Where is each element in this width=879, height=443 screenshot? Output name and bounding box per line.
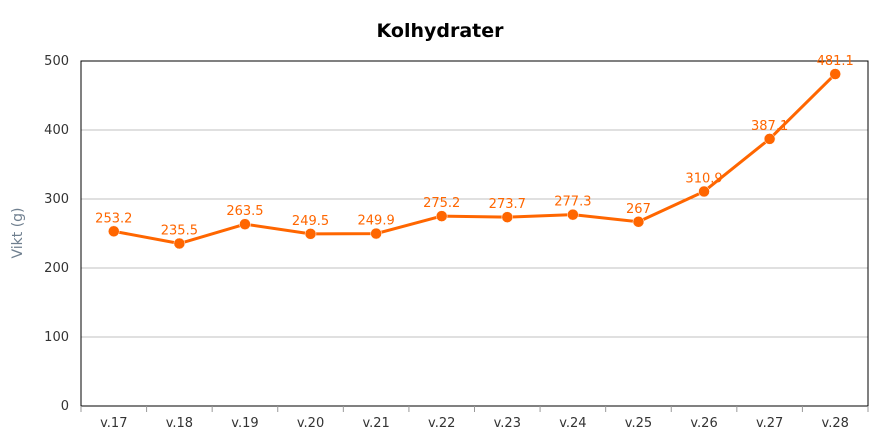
y-tick-label: 500 xyxy=(44,54,69,69)
data-point xyxy=(173,237,186,250)
data-label: 253.2 xyxy=(95,211,132,226)
x-tick-label: v.17 xyxy=(100,416,127,431)
axes xyxy=(80,60,869,412)
data-labels: 253.2 235.5 263.5 249.5 249.9 275.2 273.7 277.3… xyxy=(95,54,854,238)
data-label: 263.5 xyxy=(226,204,263,219)
data-label: 273.7 xyxy=(489,197,526,212)
gridlines xyxy=(81,60,868,338)
x-tick-label: v.21 xyxy=(362,416,389,431)
x-tick-label: v.24 xyxy=(559,416,586,431)
x-tick-label: v.25 xyxy=(625,416,652,431)
data-point xyxy=(501,211,514,223)
y-tick-label: 300 xyxy=(44,192,69,207)
data-label: 249.9 xyxy=(358,214,395,229)
data-point xyxy=(108,225,120,238)
data-label: 275.2 xyxy=(423,196,460,211)
series-polyline xyxy=(113,72,837,246)
x-tick-label: v.27 xyxy=(756,416,783,431)
tick-labels: 0 100 200 300 400 500 v.17 v.18 v.19 v.20 v.21 v.22… xyxy=(44,54,849,431)
data-point xyxy=(829,68,841,80)
data-label: 481.1 xyxy=(817,54,854,69)
data-label: 249.5 xyxy=(292,214,329,229)
data-point xyxy=(239,218,251,230)
data-point xyxy=(435,210,448,222)
data-label: 277.3 xyxy=(554,195,591,210)
x-tick-label: v.19 xyxy=(231,416,258,431)
data-label: 387.1 xyxy=(751,119,788,134)
data-point xyxy=(370,227,382,240)
y-tick-label: 100 xyxy=(44,330,69,345)
data-point xyxy=(632,216,645,228)
y-tick-label: 200 xyxy=(44,261,69,276)
x-tick-label: v.22 xyxy=(428,416,455,431)
y-axis-label: Vikt (g) xyxy=(10,207,26,258)
y-tick-label: 0 xyxy=(61,399,69,414)
data-label: 267 xyxy=(626,202,651,217)
data-label: 235.5 xyxy=(161,224,198,239)
x-tick-label: v.28 xyxy=(822,416,849,431)
plot-border xyxy=(80,60,869,407)
x-tick-label: v.20 xyxy=(297,416,324,431)
data-point xyxy=(567,208,579,221)
chart-title: Kolhydrater xyxy=(377,20,505,42)
x-tick-label: v.18 xyxy=(166,416,193,431)
data-point xyxy=(763,133,776,145)
x-tick-label: v.23 xyxy=(494,416,521,431)
data-point xyxy=(304,228,317,240)
y-tick-label: 400 xyxy=(44,123,69,138)
data-point xyxy=(698,185,710,198)
x-tick-label: v.26 xyxy=(690,416,717,431)
series-line xyxy=(108,68,841,250)
data-label: 310.9 xyxy=(685,171,722,186)
